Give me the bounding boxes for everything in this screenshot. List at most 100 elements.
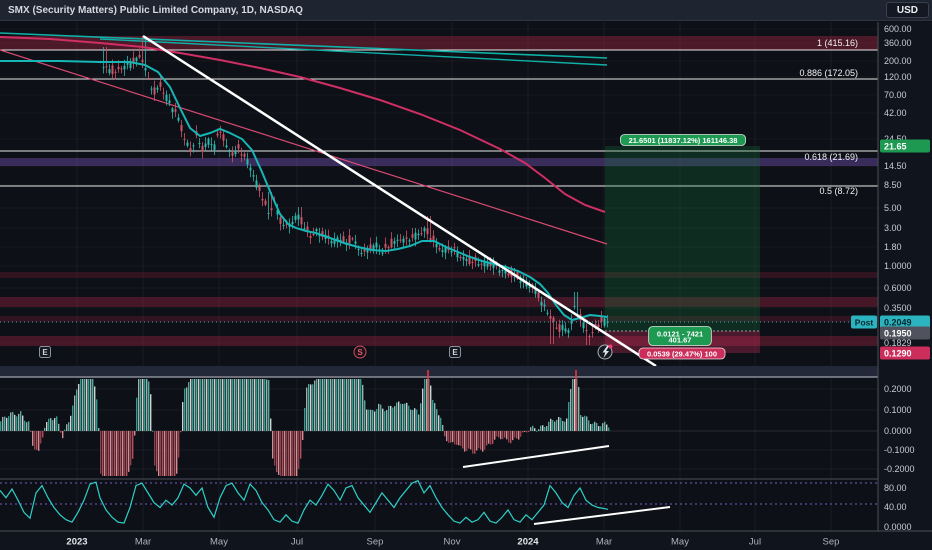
histogram-bar: [172, 431, 174, 476]
price-tick: 14.50: [884, 161, 907, 171]
histogram-bar: [262, 379, 264, 431]
histogram-bar: [420, 403, 422, 431]
histogram-bar: [532, 425, 534, 431]
earnings-marker-icon[interactable]: [449, 346, 461, 358]
earnings-marker-icon[interactable]: [39, 346, 51, 358]
white-trendline[interactable]: [142, 34, 657, 368]
histogram-bar: [66, 424, 68, 431]
position-entry-pill[interactable]: [648, 326, 712, 346]
price-tick: 1.0000: [884, 261, 912, 271]
oscillator-trendline[interactable]: [533, 506, 671, 525]
histogram-bar: [90, 379, 92, 431]
histogram-bar: [414, 408, 416, 431]
histogram-bar: [86, 379, 88, 431]
histogram-bar: [240, 379, 242, 431]
pane-separator[interactable]: [0, 366, 932, 377]
histogram-bar: [488, 431, 490, 444]
time-tick: Jul: [749, 537, 761, 548]
histogram-bar: [574, 379, 576, 431]
time-tick: Sep: [823, 537, 840, 548]
price-tick: 360.00: [884, 38, 912, 48]
histogram-bar: [598, 426, 600, 431]
histogram-bar: [136, 397, 138, 431]
histogram-bar: [542, 425, 544, 431]
histogram-bar: [218, 379, 220, 431]
histogram-bar: [314, 380, 316, 431]
candle-body: [459, 256, 462, 258]
candle-body: [162, 92, 165, 94]
teal-trendline-lower[interactable]: [99, 38, 608, 66]
candle-body: [486, 263, 489, 267]
position-profit-box[interactable]: [605, 146, 760, 331]
position-target-pill[interactable]: [620, 134, 746, 146]
candle-body: [267, 212, 270, 214]
pink-trendline[interactable]: [0, 49, 608, 245]
histogram-bar: [366, 409, 368, 431]
histogram-bar: [270, 418, 272, 431]
target-price-label[interactable]: [880, 139, 930, 153]
histogram-bar: [504, 431, 506, 438]
prev-close-label[interactable]: [880, 326, 930, 340]
histogram-bar: [14, 414, 16, 431]
candle-body: [240, 154, 243, 156]
position-stop-pill[interactable]: [638, 347, 726, 360]
stop-price-label-text: 0.1290: [884, 349, 912, 359]
histogram-bar: [108, 431, 110, 476]
histogram-bar: [238, 379, 240, 431]
candle-body: [468, 255, 471, 264]
histogram-trendline[interactable]: [462, 445, 610, 468]
histogram-bar: [530, 427, 532, 431]
histogram-bar: [128, 431, 130, 472]
histogram-bar: [276, 431, 278, 473]
time-tick: Jul: [291, 537, 303, 548]
histogram-bar: [552, 419, 554, 431]
histogram-bar: [178, 431, 180, 458]
histogram-bar: [544, 426, 546, 431]
price-zone-band: [0, 158, 878, 166]
candle-body: [411, 234, 414, 238]
histogram-bar: [320, 379, 322, 431]
histogram-bar: [164, 431, 166, 476]
chart-title[interactable]: SMX (Security Matters) Public Limited Co…: [8, 4, 303, 16]
histogram-bar: [78, 384, 80, 431]
candle-body: [483, 260, 486, 267]
candle-body: [423, 228, 426, 232]
histogram-bar: [508, 431, 510, 443]
price-axis[interactable]: [878, 22, 932, 531]
histogram-bar: [404, 403, 406, 431]
histogram-bar: [474, 431, 476, 454]
histogram-bar: [358, 379, 360, 431]
candle-body: [351, 238, 354, 240]
time-tick: Nov: [444, 537, 461, 548]
candle-body: [393, 241, 396, 244]
teal-trendline-upper[interactable]: [0, 32, 608, 59]
histogram-bar: [548, 421, 550, 431]
histogram-bar: [302, 431, 304, 440]
histogram-bar: [260, 379, 262, 431]
histogram-bar: [306, 387, 308, 431]
histogram-bar: [374, 411, 376, 431]
last-price-label-text: 0.2049: [884, 318, 912, 328]
histogram-bar: [256, 379, 258, 431]
candle-body: [111, 65, 114, 75]
time-axis[interactable]: [0, 531, 932, 550]
histogram-bar: [350, 379, 352, 431]
stop-price-label[interactable]: [880, 346, 930, 360]
last-price-label[interactable]: [880, 315, 930, 329]
candle-body: [303, 228, 306, 230]
histogram-bar: [24, 420, 26, 431]
histogram-bar: [534, 428, 536, 431]
split-marker-icon[interactable]: [353, 345, 367, 359]
histogram-bar: [312, 384, 314, 431]
currency-toggle-button[interactable]: USD: [885, 2, 929, 18]
candle-body: [354, 241, 357, 244]
candle-body: [291, 221, 294, 225]
histogram-bar: [126, 431, 128, 476]
histogram-bar: [572, 379, 574, 431]
price-zone-band: [0, 297, 878, 307]
histogram-bar: [246, 379, 248, 431]
histogram-bar: [244, 379, 246, 431]
